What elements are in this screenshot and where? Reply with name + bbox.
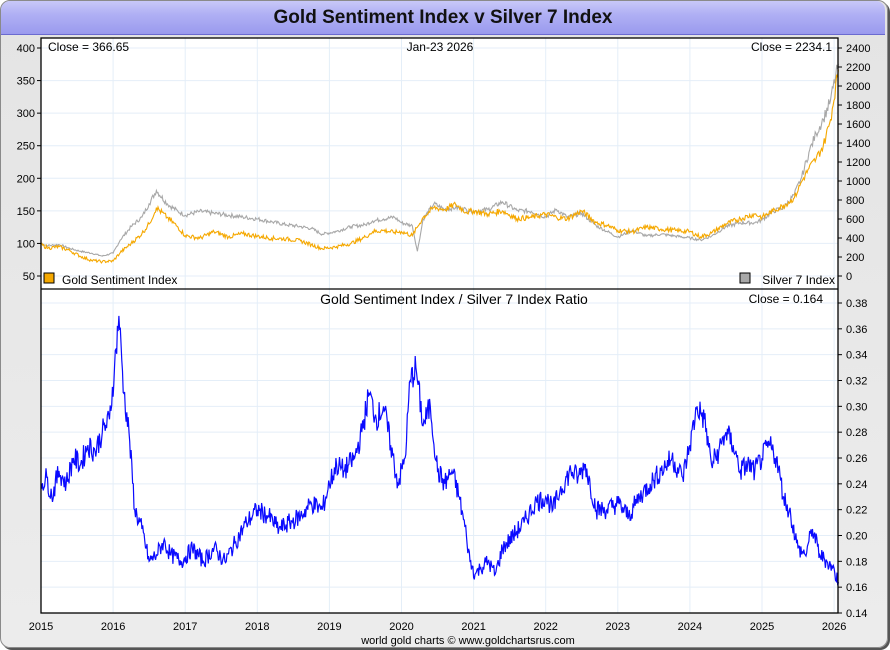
plot-area bbox=[41, 38, 838, 613]
gold-close-label: Close = 366.65 bbox=[48, 40, 129, 54]
right-tick-label: 0 bbox=[846, 271, 852, 283]
left-tick-label: 300 bbox=[17, 108, 35, 120]
ratio-line bbox=[40, 315, 839, 586]
right-tick-label: 2000 bbox=[846, 81, 870, 93]
ratio-tick-label: 0.24 bbox=[846, 479, 867, 491]
right-tick-label: 2200 bbox=[846, 62, 870, 74]
ratio-tick-label: 0.26 bbox=[846, 453, 867, 465]
axes: 2015 2016 2017 2018 2019 2020 2021 2022 2023 2024… bbox=[17, 43, 871, 633]
left-tick-label: 400 bbox=[17, 43, 35, 55]
x-tick-label: 2022 bbox=[533, 621, 557, 633]
series-bottom bbox=[40, 315, 839, 586]
x-tick-label: 2026 bbox=[822, 621, 846, 633]
ratio-title: Gold Sentiment Index / Silver 7 Index Ra… bbox=[320, 291, 588, 307]
right-tick-label: 800 bbox=[846, 195, 864, 207]
ratio-tick-label: 0.28 bbox=[846, 427, 867, 439]
left-tick-label: 350 bbox=[17, 76, 35, 88]
grid-top bbox=[41, 38, 838, 289]
left-tick-label: 250 bbox=[17, 141, 35, 153]
ratio-tick-label: 0.16 bbox=[846, 582, 867, 594]
ratio-tick-label: 0.22 bbox=[846, 505, 867, 517]
x-tick-label: 2018 bbox=[245, 621, 269, 633]
ratio-tick-label: 0.36 bbox=[846, 324, 867, 336]
right-tick-label: 1400 bbox=[846, 138, 870, 150]
gold-legend-swatch bbox=[43, 272, 55, 284]
silver-legend-label: Silver 7 Index bbox=[762, 273, 835, 287]
left-tick-label: 100 bbox=[17, 238, 35, 250]
ratio-tick-label: 0.14 bbox=[846, 608, 867, 620]
chart-title: Gold Sentiment Index v Silver 7 Index bbox=[273, 7, 613, 28]
x-tick-label: 2021 bbox=[461, 621, 485, 633]
x-tick-label: 2025 bbox=[750, 621, 774, 633]
ratio-tick-label: 0.20 bbox=[846, 531, 867, 543]
silver-legend-swatch bbox=[739, 272, 751, 284]
right-tick-label: 1600 bbox=[846, 119, 870, 131]
right-tick-label: 200 bbox=[846, 252, 864, 264]
ratio-tick-label: 0.30 bbox=[846, 401, 867, 413]
left-tick-label: 200 bbox=[17, 173, 35, 185]
x-tick-label: 2019 bbox=[317, 621, 341, 633]
x-tick-label: 2015 bbox=[29, 621, 53, 633]
x-tick-label: 2020 bbox=[389, 621, 413, 633]
right-tick-label: 2400 bbox=[846, 43, 870, 55]
gold-sentiment-index-line bbox=[40, 69, 839, 264]
right-tick-label: 1000 bbox=[846, 176, 870, 188]
ratio-tick-label: 0.18 bbox=[846, 556, 867, 568]
ratio-tick-label: 0.32 bbox=[846, 376, 867, 388]
right-tick-label: 1200 bbox=[846, 157, 870, 169]
date-label: Jan-23 2026 bbox=[407, 40, 474, 54]
footer-credit: world gold charts © www.goldchartsrus.co… bbox=[360, 635, 575, 647]
x-tick-label: 2017 bbox=[173, 621, 197, 633]
silver-close-label: Close = 2234.1 bbox=[751, 40, 832, 54]
right-tick-label: 1800 bbox=[846, 100, 870, 112]
x-tick-label: 2023 bbox=[606, 621, 630, 633]
left-tick-label: 50 bbox=[23, 271, 35, 283]
series-top bbox=[40, 63, 839, 264]
silver-7-index-line bbox=[40, 63, 839, 257]
grid-bottom bbox=[41, 289, 838, 614]
x-tick-label: 2024 bbox=[678, 621, 702, 633]
ratio-tick-label: 0.34 bbox=[846, 350, 867, 362]
ratio-close-label: Close = 0.164 bbox=[749, 292, 824, 306]
x-tick-label: 2016 bbox=[101, 621, 125, 633]
title-bar: Gold Sentiment Index v Silver 7 Index bbox=[1, 1, 885, 35]
right-tick-label: 400 bbox=[846, 233, 864, 245]
gold-legend-label: Gold Sentiment Index bbox=[62, 273, 177, 287]
plot-border bbox=[40, 37, 839, 614]
right-tick-label: 600 bbox=[846, 214, 864, 226]
left-tick-label: 150 bbox=[17, 206, 35, 218]
ratio-tick-label: 0.38 bbox=[846, 298, 867, 310]
